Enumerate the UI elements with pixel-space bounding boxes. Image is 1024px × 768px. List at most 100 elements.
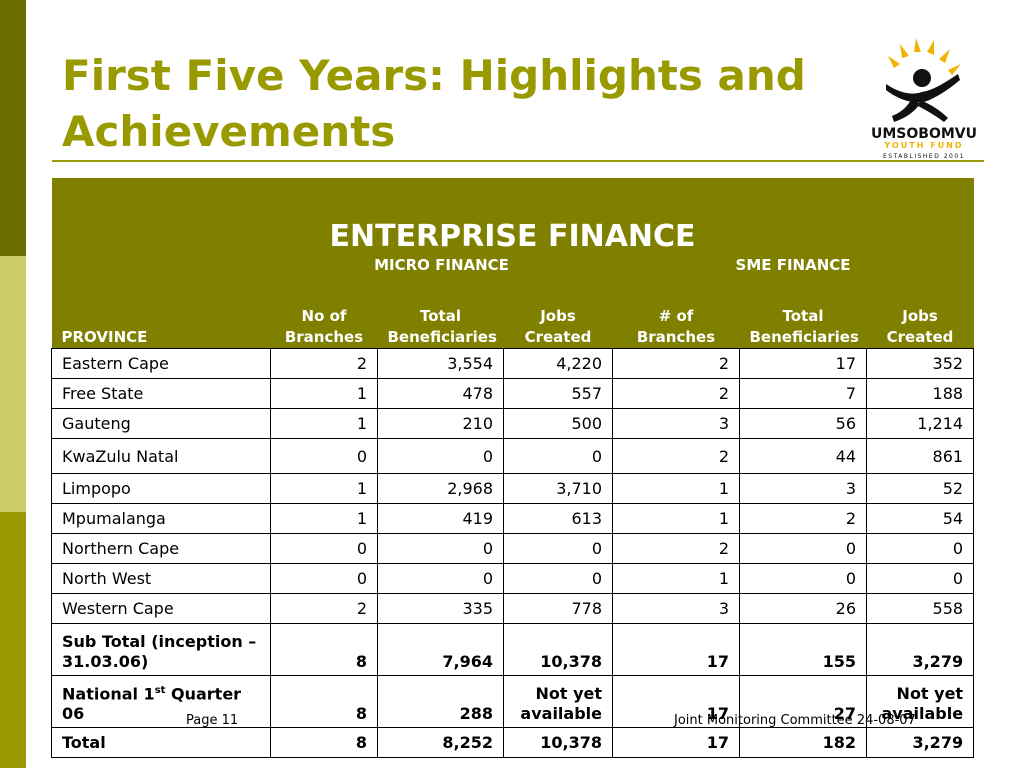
- cell-value: 2: [270, 348, 378, 379]
- cell-value: 2: [612, 533, 740, 564]
- cell-label: Sub Total (inception – 31.03.06): [51, 623, 271, 676]
- cell-province: Free State: [51, 378, 271, 409]
- cell-value: 17: [612, 727, 740, 758]
- table-row: North West 0 0 0 1 0 0: [51, 563, 975, 594]
- logo-name: UMSOBOMVU: [871, 126, 977, 142]
- quarter-row: National 1st Quarter 06 8 288 Not yet av…: [51, 675, 975, 728]
- footer-page-number: Page 11: [186, 713, 239, 728]
- logo-established: ESTABLISHED 2001: [883, 153, 965, 160]
- cell-value: 613: [503, 503, 613, 534]
- cell-value: 0: [377, 533, 504, 564]
- cell-value: 3,279: [865, 623, 975, 676]
- cell-value: 17: [612, 623, 740, 676]
- side-bar-light: [0, 256, 26, 512]
- cell-value: 52: [865, 473, 975, 504]
- cell-province: Eastern Cape: [51, 348, 271, 379]
- cell-value: 861: [865, 438, 975, 474]
- logo-subname: YOUTH FUND: [883, 141, 963, 150]
- cell-value: 288: [377, 675, 504, 728]
- cell-value: 3: [612, 593, 740, 624]
- cell-value: 3: [739, 473, 867, 504]
- cell-value: 26: [739, 593, 867, 624]
- cell-value: 1: [612, 503, 740, 534]
- cell-value: 0: [865, 533, 975, 564]
- cell-value: 3,279: [865, 727, 975, 758]
- cell-value: 1: [270, 503, 378, 534]
- cell-value: 155: [739, 623, 867, 676]
- cell-province: Mpumalanga: [51, 503, 271, 534]
- col-sme-branches: # of Branches: [612, 276, 740, 349]
- cell-value: 8: [270, 675, 378, 728]
- side-bar-mid: [0, 512, 26, 768]
- cell-value: 1: [270, 378, 378, 409]
- side-bar-dark: [0, 0, 26, 256]
- table-row: Mpumalanga 1 419 613 1 2 54: [51, 503, 975, 534]
- col-sme-beneficiaries: Total Beneficiaries: [739, 276, 867, 349]
- cell-value: 8: [270, 623, 378, 676]
- footer-meeting: Joint Monitoring Committee 24-08-07: [674, 713, 916, 728]
- cell-value: 0: [377, 563, 504, 594]
- table-row: Limpopo 1 2,968 3,710 1 3 52: [51, 473, 975, 504]
- cell-value: 1: [612, 563, 740, 594]
- cell-province: Western Cape: [51, 593, 271, 624]
- slide-title: First Five Years: Highlights and Achieve…: [62, 51, 806, 156]
- cell-value: 0: [503, 563, 613, 594]
- cell-value: 7: [739, 378, 867, 409]
- cell-value: 557: [503, 378, 613, 409]
- cell-value: 4,220: [503, 348, 613, 379]
- cell-value: 2: [612, 348, 740, 379]
- enterprise-finance-table: ENTERPRISE FINANCE MICRO FINANCE SME FIN…: [51, 178, 975, 758]
- cell-province: Limpopo: [51, 473, 271, 504]
- table-row: Free State 1 478 557 2 7 188: [51, 378, 975, 409]
- cell-value: 0: [270, 438, 378, 474]
- header-blank: [51, 254, 271, 276]
- cell-value: 2: [612, 438, 740, 474]
- subtotal-row: Sub Total (inception – 31.03.06) 8 7,964…: [51, 623, 975, 676]
- cell-value: 3,710: [503, 473, 613, 504]
- cell-value: 558: [865, 593, 975, 624]
- table-title: ENTERPRISE FINANCE: [51, 178, 974, 254]
- cell-value: 44: [739, 438, 867, 474]
- cell-value: 478: [377, 378, 504, 409]
- cell-value: 0: [503, 533, 613, 564]
- cell-province: Gauteng: [51, 408, 271, 439]
- table-row: KwaZulu Natal 0 0 0 2 44 861: [51, 438, 975, 474]
- cell-value: 0: [739, 563, 867, 594]
- total-row: Total 8 8,252 10,378 17 182 3,279: [51, 727, 975, 758]
- cell-value: 1,214: [865, 408, 975, 439]
- cell-value: 7,964: [377, 623, 504, 676]
- table-row: Eastern Cape 2 3,554 4,220 2 17 352: [51, 348, 975, 379]
- cell-label: Total: [51, 727, 271, 758]
- cell-value: 0: [503, 438, 613, 474]
- cell-value: 2: [270, 593, 378, 624]
- cell-value: 778: [503, 593, 613, 624]
- ordinal-suffix: st: [154, 684, 166, 696]
- cell-value: 1: [270, 473, 378, 504]
- cell-value: 56: [739, 408, 867, 439]
- col-micro-branches: No of Branches: [270, 276, 378, 349]
- table-row: Gauteng 1 210 500 3 56 1,214: [51, 408, 975, 439]
- cell-value: 210: [377, 408, 504, 439]
- cell-value: 0: [739, 533, 867, 564]
- cell-value: 27: [739, 675, 867, 728]
- cell-value: 500: [503, 408, 613, 439]
- cell-value: 10,378: [503, 623, 613, 676]
- cell-value: 0: [865, 563, 975, 594]
- group-micro-finance: MICRO FINANCE: [270, 254, 613, 276]
- cell-value: 188: [865, 378, 975, 409]
- cell-value: 8,252: [377, 727, 504, 758]
- cell-value: 2: [612, 378, 740, 409]
- cell-value: 0: [270, 533, 378, 564]
- cell-value: 335: [377, 593, 504, 624]
- cell-value: 54: [865, 503, 975, 534]
- col-sme-jobs: Jobs Created: [866, 276, 974, 349]
- cell-value: Not yet available: [503, 675, 613, 728]
- table-row: Western Cape 2 335 778 3 26 558: [51, 593, 975, 624]
- cell-value: 182: [739, 727, 867, 758]
- cell-label: National 1st Quarter 06: [51, 675, 271, 728]
- table-row: Northern Cape 0 0 0 2 0 0: [51, 533, 975, 564]
- title-underline: [52, 160, 984, 162]
- cell-value: 3: [612, 408, 740, 439]
- cell-value: 8: [270, 727, 378, 758]
- cell-value: 3,554: [377, 348, 504, 379]
